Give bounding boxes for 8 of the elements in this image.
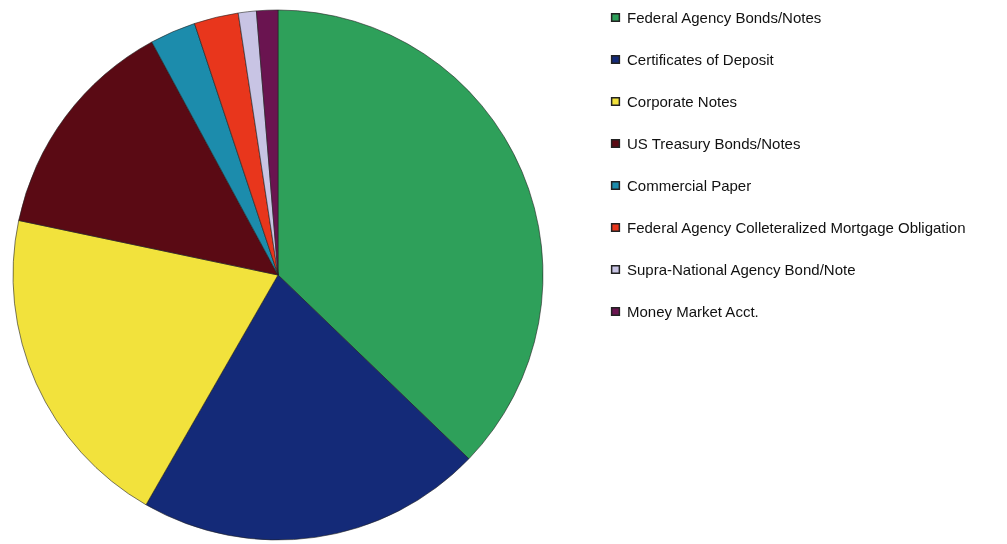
legend-label: Certificates of Deposit [627,50,775,68]
legend-label: Federal Agency Colleteralized Mortgage Obligation [627,218,966,236]
legend-label: Federal Agency Bonds/Notes [627,8,822,26]
legend-label: Money Market Acct. [627,302,759,320]
legend-label: Corporate Notes [627,92,738,110]
legend-label: US Treasury Bonds/Notes [627,134,801,152]
legend-label: Commercial Paper [627,176,752,194]
legend-label: Supra-National Agency Bond/Note [627,260,856,278]
